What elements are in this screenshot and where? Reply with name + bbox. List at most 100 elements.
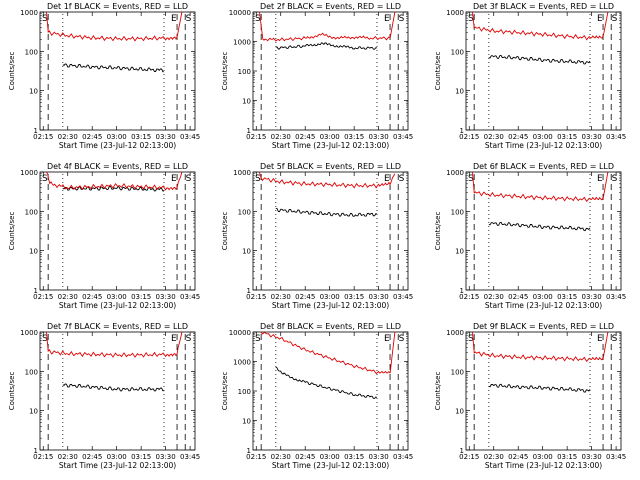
y-tick-label: 100 xyxy=(25,368,38,376)
x-tick-label: 03:45 xyxy=(180,293,200,301)
panel-title: Det 2f BLACK = Events, RED = LLD xyxy=(260,2,401,11)
x-tick-label: 02:45 xyxy=(508,293,528,301)
panel-8: Det 8f BLACK = Events, RED = LLD 1 10 100 10… xyxy=(221,322,413,470)
x-tick-label: 02:30 xyxy=(484,133,504,141)
x-tick-label: 02:15 xyxy=(246,133,266,141)
marker-label: S xyxy=(186,14,192,24)
x-axis-label: Start Time (23-Jul-12 02:13:00) xyxy=(272,461,389,470)
plot-frame xyxy=(252,331,409,451)
y-tick-label: 1 xyxy=(460,127,464,135)
y-tick-label: 1 xyxy=(34,447,38,455)
y-tick-label: 1000 xyxy=(233,169,251,177)
x-tick-label: 03:15 xyxy=(557,453,577,461)
y-tick-label: 1 xyxy=(247,127,251,135)
x-tick-label: 02:15 xyxy=(459,293,479,301)
x-axis-label: Start Time (23-Jul-12 02:13:00) xyxy=(485,301,602,310)
lld-series-line xyxy=(472,331,609,363)
y-tick-label: 1 xyxy=(247,447,251,455)
y-tick-label: 1 xyxy=(34,127,38,135)
x-axis-label: Start Time (23-Jul-12 02:13:00) xyxy=(485,461,602,470)
x-tick-label: 03:00 xyxy=(320,453,340,461)
x-tick-label: 03:30 xyxy=(582,453,602,461)
y-axis-label: Counts/sec xyxy=(221,52,229,91)
marker-label: S xyxy=(42,14,48,24)
panel-title: Det 7f BLACK = Events, RED = LLD xyxy=(47,322,188,331)
x-tick-label: 02:30 xyxy=(58,453,78,461)
x-tick-label: 03:45 xyxy=(606,453,626,461)
panel-4: Det 4f BLACK = Events, RED = LLD 1 10 100 10… xyxy=(8,162,200,310)
marker-label: S xyxy=(612,334,618,344)
marker-label: E xyxy=(171,174,177,184)
y-tick-label: 100 xyxy=(25,48,38,56)
x-tick-label: 03:00 xyxy=(107,453,127,461)
events-series-line xyxy=(62,186,165,192)
marker-label: S xyxy=(612,14,618,24)
x-tick-label: 02:45 xyxy=(295,453,315,461)
lld-series-line xyxy=(472,171,609,203)
panel-1: Det 1f BLACK = Events, RED = LLD 1 10 100 10… xyxy=(8,2,200,150)
x-tick-label: 03:15 xyxy=(557,293,577,301)
panel-5: Det 5f BLACK = Events, RED = LLD 1 10 100 10… xyxy=(221,162,413,310)
x-tick-label: 02:45 xyxy=(82,133,102,141)
x-tick-label: 03:30 xyxy=(156,133,176,141)
x-tick-label: 03:15 xyxy=(131,453,151,461)
panel-9: Det 9f BLACK = Events, RED = LLD 1 10 100 10… xyxy=(434,322,626,470)
y-tick-label: 10 xyxy=(29,408,38,416)
x-tick-label: 03:45 xyxy=(393,133,413,141)
y-axis-label: Counts/sec xyxy=(8,372,16,411)
marker-label: E xyxy=(384,334,390,344)
marker-label: S xyxy=(255,334,261,344)
plot-frame xyxy=(465,11,622,131)
y-axis-label: Counts/sec xyxy=(434,52,442,91)
x-tick-label: 02:15 xyxy=(246,453,266,461)
y-axis-label: Counts/sec xyxy=(8,212,16,251)
marker-label: S xyxy=(399,174,405,184)
y-tick-label: 100 xyxy=(238,68,251,76)
y-tick-label: 100 xyxy=(238,388,251,396)
y-tick-label: 1000 xyxy=(20,169,38,177)
marker-label: E xyxy=(597,174,603,184)
lld-series-line xyxy=(260,331,396,375)
y-tick-label: 1 xyxy=(34,287,38,295)
x-tick-label: 03:45 xyxy=(393,453,413,461)
x-tick-label: 03:15 xyxy=(344,133,364,141)
lld-series-line xyxy=(259,11,396,42)
marker-label: S xyxy=(42,174,48,184)
y-tick-label: 10 xyxy=(29,88,38,96)
x-tick-label: 03:30 xyxy=(156,453,176,461)
x-tick-label: 02:15 xyxy=(33,293,53,301)
plot-frame xyxy=(465,331,622,451)
y-axis-label: Counts/sec xyxy=(8,52,16,91)
y-tick-label: 1000 xyxy=(446,9,464,17)
x-tick-label: 03:00 xyxy=(107,133,127,141)
x-tick-label: 02:15 xyxy=(33,453,53,461)
panel-3: Det 3f BLACK = Events, RED = LLD 1 10 100 10… xyxy=(434,2,626,150)
marker-label: S xyxy=(186,334,192,344)
y-tick-label: 10 xyxy=(455,248,464,256)
marker-label: S xyxy=(612,174,618,184)
y-tick-label: 1000 xyxy=(446,329,464,337)
x-axis-label: Start Time (23-Jul-12 02:13:00) xyxy=(59,461,176,470)
panel-title: Det 3f BLACK = Events, RED = LLD xyxy=(473,2,614,11)
y-tick-label: 1 xyxy=(460,447,464,455)
y-tick-label: 10 xyxy=(29,248,38,256)
lld-series-line xyxy=(46,11,183,42)
y-tick-label: 100 xyxy=(451,48,464,56)
marker-label: S xyxy=(468,334,474,344)
x-tick-label: 02:15 xyxy=(459,133,479,141)
x-tick-label: 02:30 xyxy=(58,293,78,301)
y-tick-label: 1000 xyxy=(20,329,38,337)
marker-label: S xyxy=(399,14,405,24)
x-axis-label: Start Time (23-Jul-12 02:13:00) xyxy=(59,141,176,150)
x-tick-label: 03:45 xyxy=(393,293,413,301)
panel-title: Det 4f BLACK = Events, RED = LLD xyxy=(47,162,188,171)
x-tick-label: 02:45 xyxy=(508,453,528,461)
events-series-line xyxy=(275,366,378,399)
marker-label: E xyxy=(597,14,603,24)
x-axis-label: Start Time (23-Jul-12 02:13:00) xyxy=(272,301,389,310)
x-tick-label: 02:30 xyxy=(271,453,291,461)
x-tick-label: 03:00 xyxy=(533,293,553,301)
x-tick-label: 02:15 xyxy=(459,453,479,461)
plot-frame xyxy=(252,11,409,131)
x-axis-label: Start Time (23-Jul-12 02:13:00) xyxy=(59,301,176,310)
